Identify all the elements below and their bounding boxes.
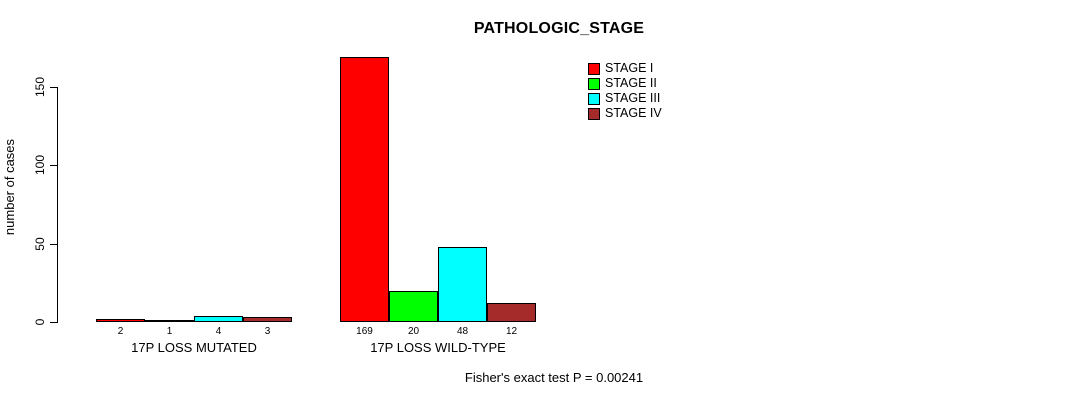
bar-stage-iii: [438, 247, 487, 322]
bar-stage-i: [96, 319, 145, 322]
y-tick-label: 0: [33, 318, 47, 326]
bar-value-label: 3: [264, 326, 271, 337]
y-tick-mark: [50, 322, 58, 323]
legend-swatch-icon: [588, 107, 600, 120]
legend-item-stage-ii: STAGE II: [588, 77, 662, 90]
chart-title: PATHOLOGIC_STAGE: [473, 20, 645, 37]
bar-value-label: 4: [215, 326, 222, 337]
legend-label: STAGE II: [605, 76, 657, 90]
x-group-label: 17P LOSS MUTATED: [131, 340, 257, 355]
bar-stage-i: [340, 57, 389, 322]
y-tick-mark: [50, 165, 58, 166]
bar-value-label: 169: [356, 326, 373, 337]
fisher-test-note: Fisher's exact test P = 0.00241: [464, 370, 644, 385]
bar-stage-ii: [145, 320, 194, 322]
bar-value-label: 20: [407, 326, 420, 337]
legend-label: STAGE IV: [605, 106, 662, 120]
legend-item-stage-iv: STAGE IV: [588, 107, 662, 120]
y-axis-label: number of cases: [2, 138, 17, 236]
y-tick-label: 150: [33, 76, 47, 98]
legend-swatch-icon: [588, 77, 600, 90]
legend-item-stage-i: STAGE I: [588, 62, 662, 75]
y-tick-mark: [50, 87, 58, 88]
bar-stage-ii: [389, 291, 438, 322]
legend: STAGE I STAGE II STAGE III STAGE IV: [588, 62, 662, 120]
bar-value-label: 1: [166, 326, 173, 337]
bar-value-label: 48: [456, 326, 469, 337]
bar-value-label: 12: [505, 326, 518, 337]
y-tick-label: 100: [33, 154, 47, 176]
y-axis-line: [57, 87, 58, 323]
bar-stage-iv: [487, 303, 536, 322]
legend-label: STAGE III: [605, 91, 661, 105]
y-tick-label: 50: [33, 237, 47, 251]
bar-stage-iii: [194, 316, 243, 322]
y-tick-mark: [50, 244, 58, 245]
legend-label: STAGE I: [605, 61, 654, 75]
bar-stage-iv: [243, 317, 292, 322]
legend-item-stage-iii: STAGE III: [588, 92, 662, 105]
x-group-label: 17P LOSS WILD-TYPE: [370, 340, 506, 355]
legend-swatch-icon: [588, 92, 600, 105]
bar-value-label: 2: [117, 326, 124, 337]
legend-swatch-icon: [588, 62, 600, 75]
